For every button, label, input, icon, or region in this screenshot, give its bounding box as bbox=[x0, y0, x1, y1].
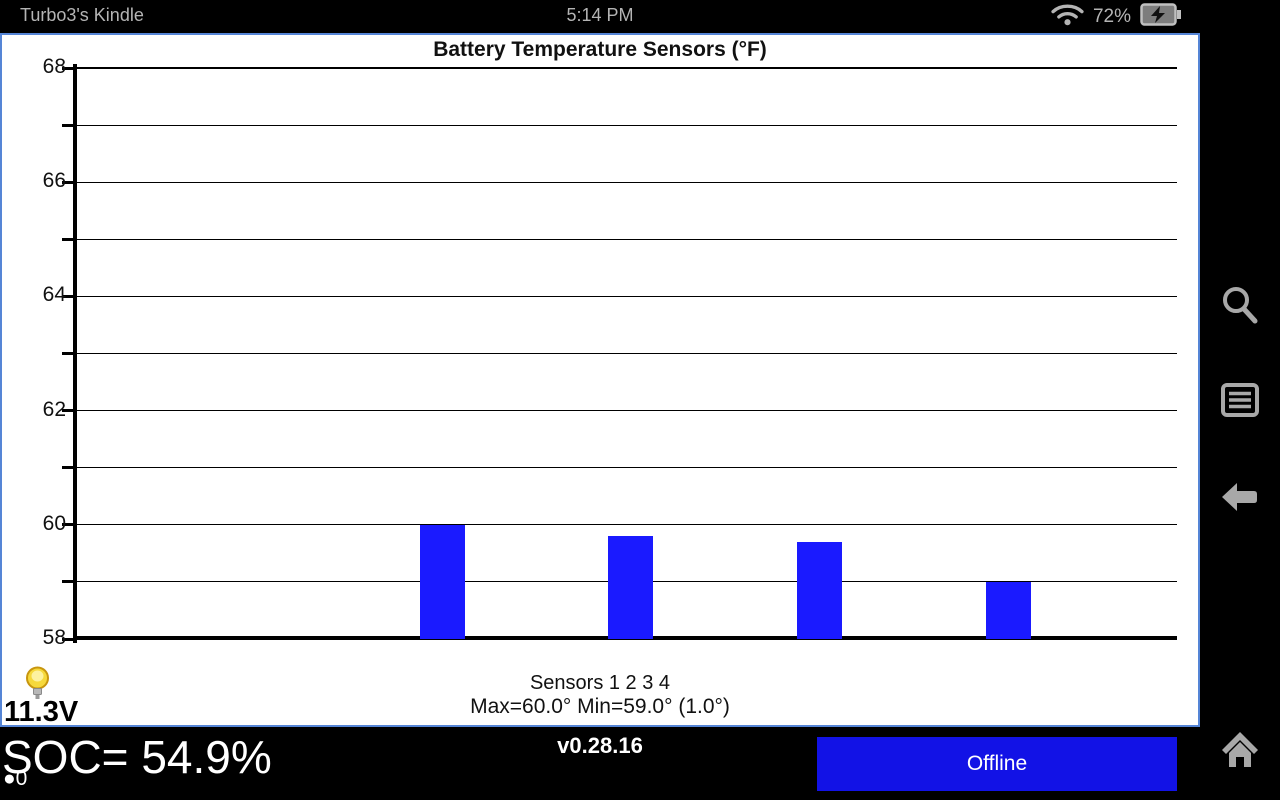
y-axis-tick-65 bbox=[62, 237, 75, 241]
gridline-66 bbox=[77, 181, 1177, 183]
chart-bar-sensor-4 bbox=[985, 581, 1031, 639]
device-name: Turbo3's Kindle bbox=[20, 5, 144, 25]
gridline-64 bbox=[77, 295, 1177, 297]
gridline-68 bbox=[77, 67, 1177, 69]
status-indicators: 72% bbox=[1051, 2, 1182, 33]
sidebar bbox=[1200, 0, 1280, 800]
bottom-bar: SOC= 54.9% ●0 v0.28.16 Offline bbox=[0, 727, 1200, 800]
y-axis-label-60: 60 bbox=[42, 511, 66, 535]
chart-bar-sensor-2 bbox=[608, 536, 654, 639]
gridline-61 bbox=[77, 467, 1177, 469]
chart-bar-sensor-3 bbox=[796, 541, 842, 639]
search-button[interactable] bbox=[1200, 285, 1280, 332]
back-arrow-icon bbox=[1221, 482, 1259, 517]
battery-charging-icon bbox=[1140, 2, 1182, 33]
soc-label: SOC= 54.9% bbox=[2, 731, 272, 783]
y-axis-label-62: 62 bbox=[42, 397, 66, 421]
y-axis-tick-67 bbox=[62, 123, 75, 127]
y-axis-tick-64 bbox=[62, 294, 75, 298]
menu-button[interactable] bbox=[1200, 383, 1280, 424]
y-axis-label-64: 64 bbox=[42, 283, 66, 307]
y-axis-label-58: 58 bbox=[42, 626, 66, 649]
battery-percent: 72% bbox=[1092, 6, 1131, 27]
y-axis-tick-58 bbox=[62, 637, 75, 641]
back-button[interactable] bbox=[1200, 482, 1280, 517]
y-axis-tick-66 bbox=[62, 180, 75, 184]
gridline-60 bbox=[77, 524, 1177, 526]
sensors-label: Sensors 1 2 3 4 bbox=[529, 672, 671, 694]
y-axis-line bbox=[73, 64, 77, 643]
y-axis-label-68: 68 bbox=[42, 55, 66, 78]
gridline-63 bbox=[77, 353, 1177, 354]
version-label: v0.28.16 bbox=[557, 733, 643, 758]
gridline-67 bbox=[77, 124, 1177, 126]
chart-panel: Battery Temperature Sensors (°F) Sensors… bbox=[0, 33, 1200, 728]
gridline-65 bbox=[77, 238, 1177, 240]
counter-label: ●0 bbox=[3, 767, 28, 790]
lightbulb-icon[interactable] bbox=[24, 666, 51, 707]
home-icon bbox=[1220, 731, 1260, 773]
y-axis-tick-62 bbox=[62, 409, 75, 413]
search-icon bbox=[1220, 285, 1260, 332]
max-min-label: Max=60.0° Min=59.0° (1.0°) bbox=[470, 695, 730, 718]
voltage-label: 11.3V bbox=[4, 696, 79, 728]
chart-title: Battery Temperature Sensors (°F) bbox=[433, 38, 767, 61]
y-axis-tick-60 bbox=[62, 523, 75, 527]
y-axis-label-66: 66 bbox=[42, 169, 66, 193]
chart-bar-sensor-1 bbox=[419, 524, 465, 639]
y-axis-tick-61 bbox=[62, 466, 75, 470]
offline-button[interactable]: Offline bbox=[817, 737, 1177, 791]
status-bar: Turbo3's Kindle 5:14 PM 72% bbox=[0, 0, 1280, 33]
gridline-62 bbox=[77, 410, 1177, 412]
y-axis-tick-68 bbox=[62, 66, 75, 70]
clock: 5:14 PM bbox=[566, 5, 634, 25]
y-axis-tick-63 bbox=[62, 352, 75, 355]
wifi-icon bbox=[1051, 2, 1084, 32]
x-axis-caption: Sensors 1 2 3 4 Max=60.0° Min=59.0° (1.0… bbox=[2, 671, 1198, 719]
list-icon bbox=[1220, 383, 1260, 424]
chart-plot bbox=[77, 67, 1177, 639]
y-axis-tick-59 bbox=[62, 580, 75, 584]
home-button[interactable] bbox=[1200, 731, 1280, 773]
